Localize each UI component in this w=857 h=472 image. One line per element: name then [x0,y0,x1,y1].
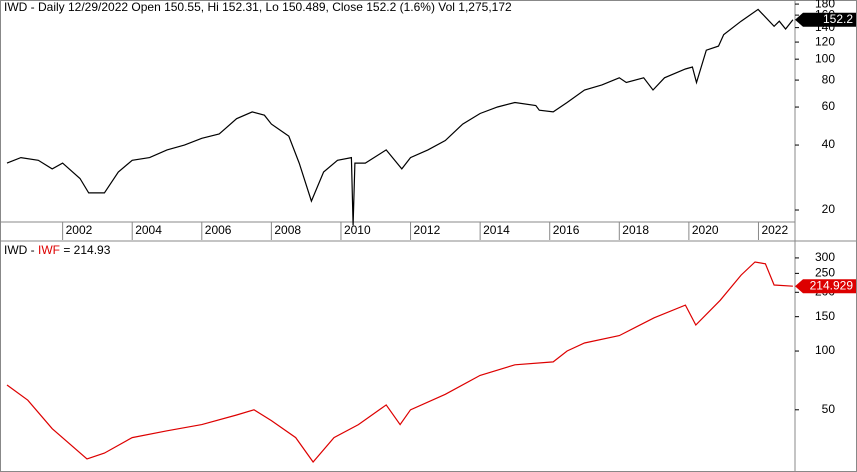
x-tick-label: 2014 [483,223,510,237]
x-tick-label: 2004 [135,223,162,237]
x-tick-label: 2016 [553,223,580,237]
y-tick-label: 60 [822,99,836,113]
chart-title: IWD - Daily 12/29/2022 Open 150.55, Hi 1… [4,0,512,14]
y-tick-label: 150 [815,309,835,323]
y-tick-label: 20 [822,202,836,216]
x-tick-label: 2020 [692,223,719,237]
y-tick-label: 100 [815,343,835,357]
y-tick-label: 300 [815,250,835,264]
y-tick-label: 40 [822,137,836,151]
x-tick-label: 2010 [344,223,371,237]
last-value-box [795,12,856,27]
x-tick-label: 2008 [274,223,301,237]
y-tick-label: 120 [815,34,835,48]
x-tick-label: 2002 [66,223,93,237]
title-result: = 214.93 [60,243,111,257]
y-tick-label: 100 [815,51,835,65]
title-compare: IWF [38,243,60,257]
title-base: IWD [4,243,28,257]
y-tick-label: 50 [822,402,836,416]
title-sep: - [27,243,38,257]
x-tick-label: 2022 [761,223,788,237]
price-line [6,8,794,226]
price-line [6,261,793,463]
x-tick-label: 2006 [205,223,232,237]
last-value-box [795,279,856,294]
x-tick-label: 2012 [414,223,441,237]
last-value-label: 152.2 [823,12,853,26]
panel-title: IWD - IWF = 214.93 [4,243,111,257]
last-value-label: 214.929 [810,278,854,292]
y-tick-label: 250 [815,266,835,280]
y-tick-label: 80 [822,72,836,86]
y-tick-label: 180 [815,0,835,10]
x-tick-label: 2018 [622,223,649,237]
